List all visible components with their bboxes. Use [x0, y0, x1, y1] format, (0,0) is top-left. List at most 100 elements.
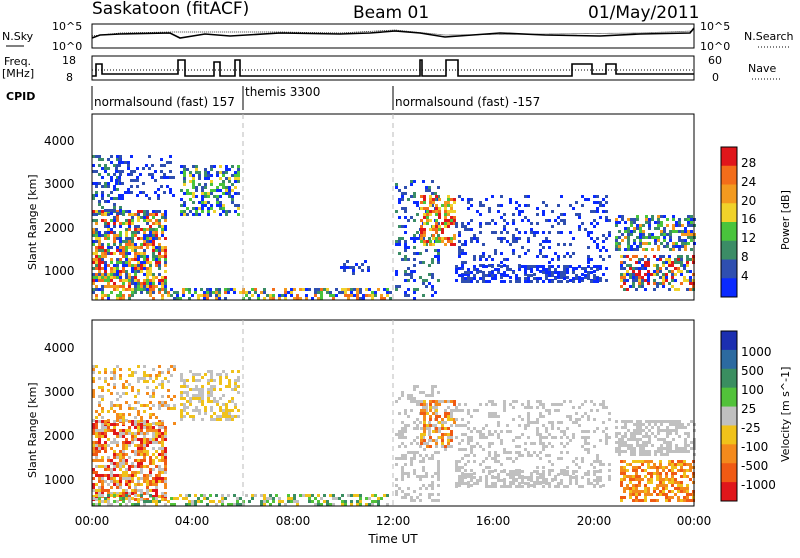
velocity-return-cell: [539, 412, 542, 415]
power-return-cell: [95, 273, 98, 276]
power-return-cell: [404, 246, 407, 249]
power-return-cell: [398, 237, 401, 240]
power-return-cell: [423, 231, 426, 234]
velocity-return-cell: [101, 389, 104, 392]
power-return-cell: [152, 213, 155, 216]
velocity-return-cell: [210, 385, 213, 388]
power-return-cell: [290, 291, 293, 294]
power-return-cell: [161, 294, 164, 297]
power-return-cell: [437, 186, 440, 189]
power-return-cell: [352, 266, 355, 269]
power-return-cell: [605, 201, 608, 204]
velocity-return-cell: [192, 376, 195, 379]
velocity-return-cell: [137, 432, 140, 435]
power-return-cell: [653, 279, 656, 282]
power-return-cell: [518, 204, 521, 207]
velocity-return-cell: [419, 421, 422, 424]
power-return-cell: [500, 237, 503, 240]
velocity-return-cell: [413, 388, 416, 391]
power-return-cell: [618, 242, 621, 245]
power-return-cell: [554, 268, 557, 271]
velocity-return-cell: [137, 503, 140, 506]
velocity-return-cell: [398, 433, 401, 436]
velocity-return-cell: [158, 447, 161, 450]
velocity-return-cell: [131, 435, 134, 438]
velocity-return-cell: [639, 423, 642, 426]
power-return-cell: [638, 261, 641, 264]
velocity-return-cell: [401, 475, 404, 478]
velocity-return-cell: [632, 499, 635, 502]
velocity-return-cell: [104, 371, 107, 374]
power-return-cell: [207, 195, 210, 198]
power-return-cell: [149, 279, 152, 282]
power-return-cell: [467, 201, 470, 204]
power-return-cell: [104, 279, 107, 282]
velocity-return-cell: [134, 432, 137, 435]
power-return-cell: [119, 182, 122, 185]
power-ytick-4000: 4000: [44, 134, 75, 148]
velocity-return-cell: [479, 430, 482, 433]
velocity-return-cell: [101, 465, 104, 468]
power-return-cell: [118, 164, 121, 167]
velocity-return-cell: [155, 465, 158, 468]
velocity-return-cell: [233, 503, 236, 506]
velocity-return-cell: [228, 409, 231, 412]
velocity-return-cell: [92, 450, 95, 453]
power-return-cell: [92, 210, 95, 213]
velocity-return-cell: [113, 494, 116, 497]
power-return-cell: [620, 255, 623, 258]
velocity-return-cell: [164, 494, 167, 497]
power-return-cell: [545, 219, 548, 222]
power-return-cell: [113, 234, 116, 237]
velocity-return-cell: [630, 438, 633, 441]
velocity-return-cell: [657, 432, 660, 435]
velocity-return-cell: [344, 503, 347, 506]
velocity-return-cell: [92, 444, 95, 447]
power-return-cell: [110, 261, 113, 264]
power-cb-swatch: [721, 240, 737, 260]
power-return-cell: [140, 255, 143, 258]
power-return-cell: [668, 270, 671, 273]
power-return-cell: [137, 225, 140, 228]
power-return-cell: [500, 280, 503, 283]
velocity-return-cell: [158, 365, 161, 368]
power-return-cell: [416, 231, 419, 234]
velocity-return-cell: [447, 406, 450, 409]
velocity-return-cell: [401, 433, 404, 436]
power-return-cell: [107, 276, 110, 279]
velocity-return-cell: [602, 463, 605, 466]
power-return-cell: [563, 243, 566, 246]
velocity-return-cell: [143, 432, 146, 435]
velocity-return-cell: [485, 476, 488, 479]
velocity-return-cell: [479, 433, 482, 436]
power-return-cell: [647, 282, 650, 285]
power-return-cell: [359, 291, 362, 294]
power-return-cell: [497, 264, 500, 267]
power-return-cell: [166, 185, 169, 188]
power-return-cell: [542, 280, 545, 283]
nsky-tick-low: 10^0: [52, 40, 82, 53]
power-return-cell: [161, 282, 164, 285]
power-return-cell: [464, 271, 467, 274]
velocity-return-cell: [437, 391, 440, 394]
power-return-cell: [647, 276, 650, 279]
power-return-cell: [639, 236, 642, 239]
velocity-return-cell: [155, 416, 158, 419]
power-return-cell: [608, 231, 611, 234]
power-return-cell: [164, 228, 167, 231]
power-return-cell: [128, 282, 131, 285]
velocity-return-cell: [116, 494, 119, 497]
velocity-return-cell: [207, 397, 210, 400]
velocity-return-cell: [128, 492, 131, 495]
velocity-return-cell: [128, 456, 131, 459]
velocity-return-cell: [638, 466, 641, 469]
power-return-cell: [554, 271, 557, 274]
power-return-cell: [143, 261, 146, 264]
velocity-return-cell: [161, 383, 164, 386]
velocity-return-cell: [137, 410, 140, 413]
power-return-cell: [423, 195, 426, 198]
power-return-cell: [587, 255, 590, 258]
vel-cb-tick-m25: -25: [741, 421, 761, 435]
velocity-return-cell: [131, 450, 134, 453]
power-return-cell: [121, 161, 124, 164]
